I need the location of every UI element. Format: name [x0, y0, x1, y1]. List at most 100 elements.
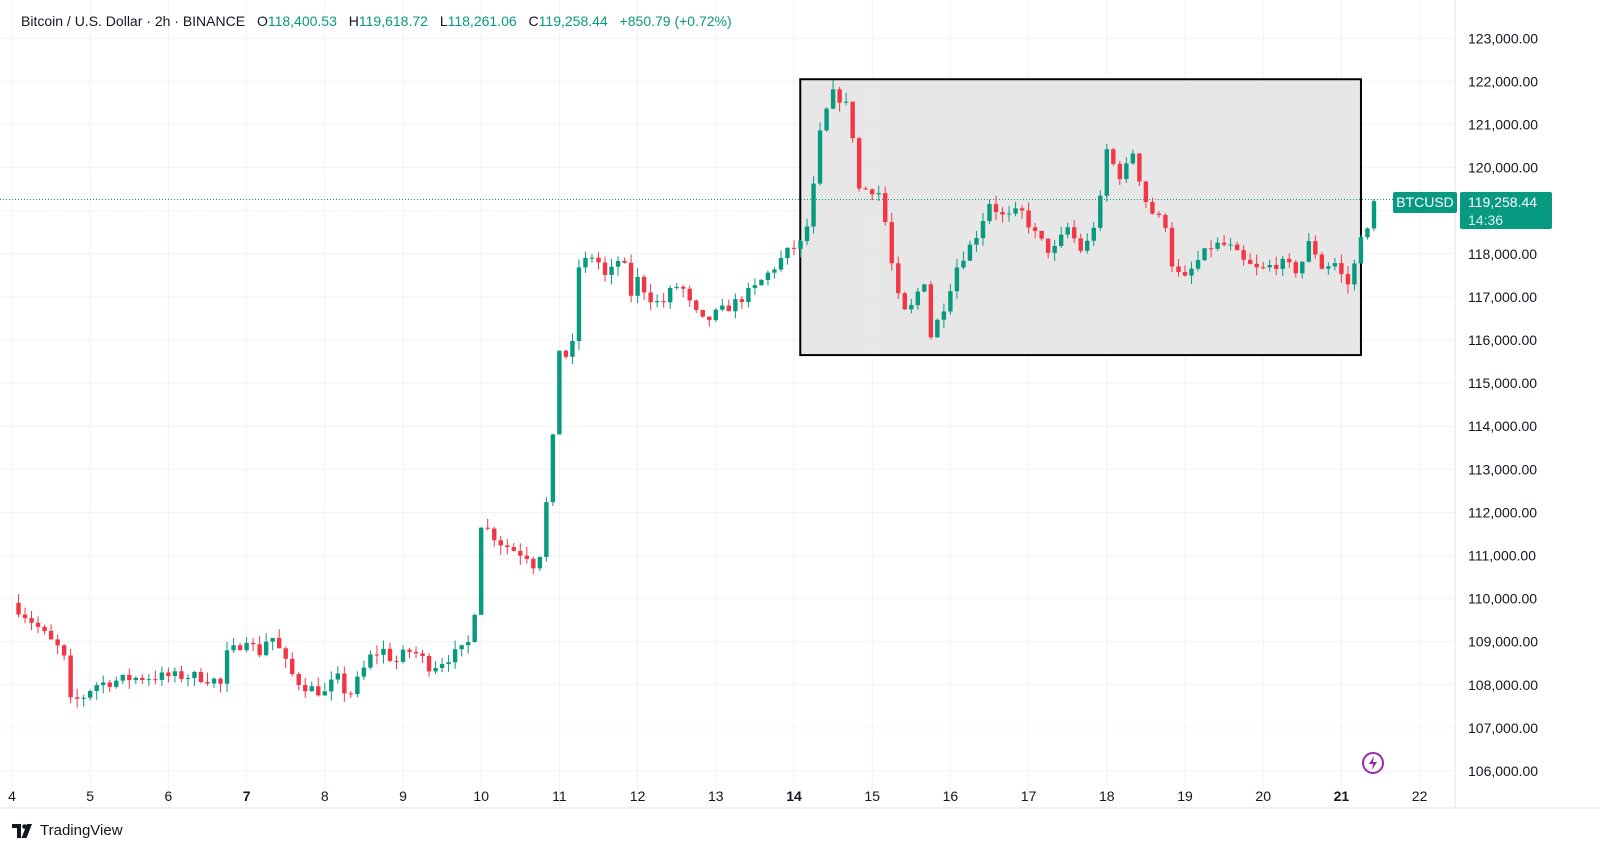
candle-down	[1247, 259, 1253, 264]
candle-down	[1345, 273, 1351, 285]
price-tick-label: 112,000.00	[1468, 504, 1537, 520]
candle-down	[1254, 263, 1259, 268]
candle-down	[153, 679, 158, 681]
candle-down	[1221, 242, 1227, 245]
candle-up	[733, 299, 738, 312]
candle-up	[1058, 234, 1064, 246]
candle-up	[1306, 241, 1312, 262]
time-axis[interactable]: 4 5 6 7 8 9 10 11 12 13 14 15 16 17 18 19 20 21 22	[8, 788, 1427, 804]
price-tick-label: 117,000.00	[1468, 289, 1537, 305]
consolidation-range-box[interactable]	[799, 78, 1362, 357]
candle-down	[296, 674, 301, 686]
candle-down	[1032, 227, 1038, 231]
time-tick-label: 10	[473, 788, 489, 804]
symbol-legend: Bitcoin / U.S. Dollar · 2h · BINANCE O11…	[21, 13, 732, 29]
candle-down	[1274, 264, 1279, 269]
candle-up	[778, 258, 784, 270]
candle-down	[902, 293, 907, 310]
candle-up	[576, 267, 582, 341]
candle-down	[290, 658, 295, 675]
candle-down	[198, 671, 204, 683]
brand-name: TradingView	[40, 822, 123, 839]
time-tick-label: 21	[1334, 788, 1350, 804]
candle-down	[1261, 267, 1266, 269]
candle-up	[355, 676, 360, 695]
candle-down	[498, 540, 503, 546]
candle-down	[1313, 241, 1318, 255]
candle-down	[205, 682, 210, 684]
candle-up	[270, 637, 275, 642]
candle-up	[120, 674, 125, 681]
candle-up	[941, 311, 947, 320]
low-value: 118,261.06	[447, 13, 517, 29]
tradingview-logo[interactable]: TradingView	[12, 822, 123, 839]
candle-down	[1137, 153, 1142, 182]
candle-up	[1228, 244, 1233, 246]
candle-up	[224, 650, 230, 684]
candle-down	[883, 193, 888, 223]
candle-up	[101, 682, 106, 686]
candle-up	[720, 305, 725, 310]
time-tick-label: 20	[1255, 788, 1271, 804]
candle-up	[804, 226, 810, 242]
candle-up	[446, 662, 451, 665]
time-tick-label: 11	[552, 788, 567, 804]
candle-down	[342, 673, 347, 694]
time-tick-label: 4	[8, 788, 16, 804]
low-label: L	[439, 13, 448, 29]
candle-up	[433, 668, 438, 672]
candle-down	[16, 602, 21, 615]
candle-down	[681, 286, 686, 289]
symbol-title[interactable]: Bitcoin / U.S. Dollar · 2h · BINANCE	[21, 13, 246, 29]
candle-up	[746, 287, 751, 303]
candle-up	[843, 101, 849, 103]
candle-up	[589, 257, 595, 259]
candle-down	[303, 685, 308, 692]
time-tick-label: 5	[86, 788, 94, 804]
candle-down	[1339, 263, 1344, 274]
candle-up	[811, 183, 816, 227]
candle-down	[166, 672, 171, 676]
candle-up	[322, 691, 327, 696]
candle-down	[870, 189, 875, 195]
candle-up	[1352, 263, 1357, 285]
candle-down	[1319, 254, 1325, 269]
candle-down	[511, 547, 516, 551]
candle-up	[876, 193, 881, 195]
candle-up	[935, 319, 940, 338]
candle-down	[485, 527, 490, 529]
candle-up	[88, 690, 93, 698]
time-tick-label: 19	[1177, 788, 1193, 804]
time-tick-label: 7	[243, 788, 251, 804]
candle-down	[55, 639, 60, 646]
candle-up	[1130, 153, 1136, 164]
price-tick-label: 111,000.00	[1468, 548, 1536, 564]
candle-up	[954, 267, 960, 292]
candle-down	[426, 656, 432, 672]
close-value: 119,258.44	[538, 13, 608, 29]
candle-down	[896, 263, 901, 294]
candle-up	[550, 434, 556, 503]
candle-up	[961, 260, 966, 268]
lightning-icon[interactable]	[1362, 752, 1384, 774]
price-tick-label: 120,000.00	[1468, 160, 1538, 176]
candle-down	[1045, 238, 1051, 253]
candle-up	[980, 221, 986, 239]
price-axis[interactable]: 123,000.00 122,000.00 121,000.00 120,000.00…	[1468, 30, 1538, 779]
candle-up	[674, 286, 679, 288]
candle-down	[1117, 163, 1123, 180]
candle-down	[1111, 149, 1116, 164]
candle-up	[1215, 242, 1220, 249]
candle-down	[1143, 181, 1149, 203]
time-tick-label: 17	[1021, 788, 1037, 804]
price-tick-label: 123,000.00	[1468, 30, 1538, 46]
candle-up	[1300, 261, 1305, 274]
candle-down	[29, 618, 34, 623]
candle-down	[1150, 202, 1155, 214]
price-tick-label: 113,000.00	[1468, 461, 1537, 477]
candle-up	[400, 649, 406, 662]
candle-down	[140, 677, 145, 681]
high-value: 119,618.72	[358, 13, 428, 29]
candle-up	[479, 527, 484, 615]
